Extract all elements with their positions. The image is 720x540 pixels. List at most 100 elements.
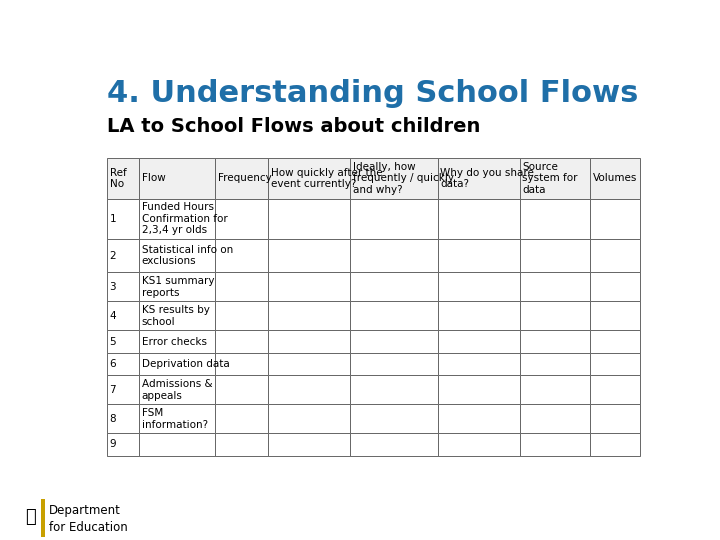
Bar [139,404,215,433]
Bar [215,301,268,330]
Text: Ideally, how
frequently / quickly
and why?: Ideally, how frequently / quickly and wh… [353,162,454,195]
Text: FSM
information?: FSM information? [142,408,208,429]
Text: Flow: Flow [142,173,166,184]
Text: Ref
No: Ref No [109,168,126,190]
Text: Volumes: Volumes [593,173,637,184]
Bar [350,158,438,199]
Bar [438,404,520,433]
Bar [590,158,639,199]
Text: 4: 4 [109,311,116,321]
Text: 5: 5 [109,336,116,347]
Text: for Education: for Education [49,522,127,535]
Bar [590,353,639,375]
Bar [107,330,139,353]
Text: LA to School Flows about children: LA to School Flows about children [107,117,480,136]
Bar [350,330,438,353]
Bar [350,301,438,330]
Bar [268,433,350,456]
Bar [139,158,215,199]
Text: Error checks: Error checks [142,336,207,347]
Bar [590,375,639,404]
Bar [215,158,268,199]
Bar [590,330,639,353]
Bar [520,404,590,433]
Bar [139,199,215,239]
Bar [268,375,350,404]
Bar [438,199,520,239]
Text: Statistical info on
exclusions: Statistical info on exclusions [142,245,233,266]
Bar [438,301,520,330]
Bar [590,199,639,239]
Bar [268,301,350,330]
Bar [215,353,268,375]
Bar [590,433,639,456]
Text: Frequency: Frequency [218,173,271,184]
Bar [107,272,139,301]
Text: 2: 2 [109,251,116,261]
Text: Funded Hours
Confirmation for
2,3,4 yr olds: Funded Hours Confirmation for 2,3,4 yr o… [142,202,228,235]
Text: 4. Understanding School Flows: 4. Understanding School Flows [107,79,638,109]
Bar [268,239,350,272]
Bar [107,301,139,330]
Bar [350,239,438,272]
Text: 3: 3 [109,282,116,292]
Text: 1: 1 [109,214,116,224]
Bar [520,353,590,375]
Bar [215,272,268,301]
Bar [438,375,520,404]
Bar [139,239,215,272]
Bar [268,199,350,239]
Text: 7: 7 [109,384,116,395]
Bar [139,272,215,301]
Bar [215,199,268,239]
Bar [590,301,639,330]
Text: 6: 6 [109,359,116,369]
Text: Source
system for
data: Source system for data [523,162,578,195]
Bar [107,404,139,433]
Bar [139,301,215,330]
Text: How quickly after the
event currently?: How quickly after the event currently? [271,168,382,190]
Bar [520,433,590,456]
Bar [268,330,350,353]
Bar [107,158,139,199]
Bar [438,239,520,272]
Bar [350,272,438,301]
Bar [215,330,268,353]
Text: 8: 8 [109,414,116,424]
Bar [350,404,438,433]
Bar [350,199,438,239]
Bar [438,158,520,199]
Text: Department: Department [49,504,121,517]
Bar [107,239,139,272]
Bar [520,239,590,272]
Bar [438,433,520,456]
Bar [350,433,438,456]
Bar [268,353,350,375]
Bar [139,330,215,353]
Bar [107,433,139,456]
Text: KS results by
school: KS results by school [142,305,210,327]
Bar [520,158,590,199]
Bar [268,158,350,199]
Bar [520,272,590,301]
Bar [215,239,268,272]
Bar [41,500,45,537]
Text: KS1 summary
reports: KS1 summary reports [142,276,215,298]
Bar [107,375,139,404]
Text: Deprivation data: Deprivation data [142,359,230,369]
Text: Admissions &
appeals: Admissions & appeals [142,379,212,401]
Bar [438,330,520,353]
Text: 9: 9 [109,440,116,449]
Bar [438,353,520,375]
Bar [215,404,268,433]
Bar [590,239,639,272]
Bar [590,272,639,301]
Bar [107,199,139,239]
Bar [268,272,350,301]
Bar [438,272,520,301]
Text: 🏛: 🏛 [25,508,35,525]
Bar [139,433,215,456]
Bar [520,330,590,353]
Bar [520,301,590,330]
Bar [268,404,350,433]
